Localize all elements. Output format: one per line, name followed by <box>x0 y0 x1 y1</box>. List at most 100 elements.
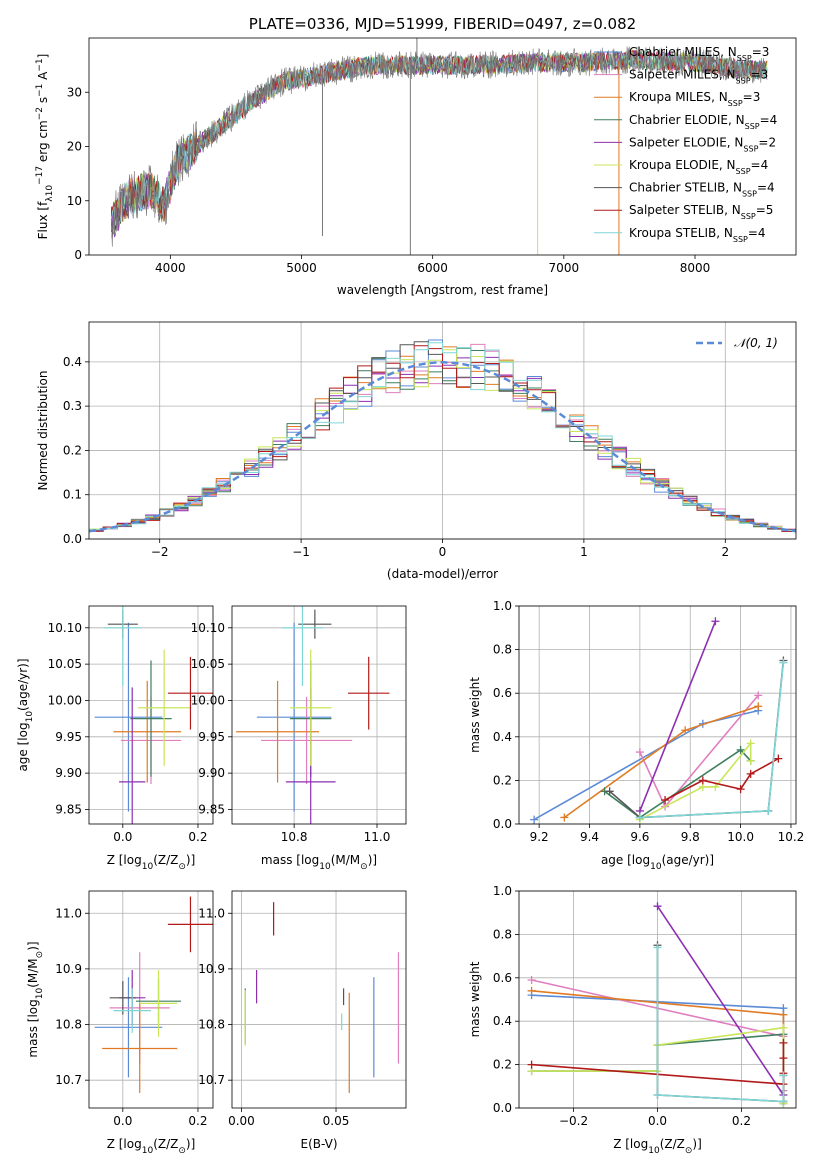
histograms <box>89 339 796 534</box>
legend-nssp-sub: SSP <box>736 76 751 85</box>
x-tick-label: 9.8 <box>681 830 700 844</box>
y-tick-label: 0.6 <box>493 686 512 700</box>
weight-marker <box>635 813 644 822</box>
weight-marker <box>779 1010 788 1019</box>
legend-entry: Kroupa STELIB, NSSP=4 <box>629 226 766 244</box>
y-tick-label: 0.8 <box>493 643 512 657</box>
y-axis-label: mass weight <box>468 677 482 753</box>
legend-nssp-prefix: , N <box>724 203 741 217</box>
legend-nssp-prefix: , N <box>728 113 745 127</box>
axis-label-part: −1 <box>35 84 45 97</box>
y-tick-label: 1.0 <box>493 884 512 898</box>
legend-nssp-sub: SSP <box>733 234 748 243</box>
weight-vs-z-panel: −0.2 0.0 0.2 0.0 0.2 0.4 0.6 0.8 1.0 Z [log10(Z/Z… <box>468 884 797 1156</box>
axis-label-part: A <box>36 71 50 84</box>
weight-marker <box>698 776 707 785</box>
x-axis-label: mass [log10(M/M⊙)] <box>261 853 377 872</box>
axis-label-part: 10 <box>650 862 662 872</box>
x-tick-label: 6000 <box>417 261 448 275</box>
axis-label-part: )] <box>368 853 377 867</box>
y-tick-label: 9.95 <box>198 730 225 744</box>
x-axis-label: (data-model)/error <box>387 567 498 581</box>
weight-line <box>531 1042 785 1085</box>
mass-vs-z-panel: 0.0 0.210.710.810.911.0Z [log10(Z/Z⊙)]mas… <box>26 890 214 1156</box>
age-vs-mass-panel: 10.8 11.0 9.85 9.90 9.95 10.00 10.05 10.10 mass … <box>191 605 407 872</box>
legend-nssp-sub: SSP <box>745 121 760 130</box>
weight-marker <box>779 658 788 667</box>
y-axis-label: Normed distribution <box>36 371 50 491</box>
x-tick-label: 0.2 <box>188 830 207 844</box>
x-tick-label: 0 <box>439 545 447 559</box>
axis-label-part: Z [log <box>107 853 142 867</box>
y-tick-label: 11.0 <box>55 906 82 920</box>
weight-marker <box>746 769 755 778</box>
y-tick-label: 10.05 <box>191 657 225 671</box>
legend-name: Salpeter STELIB <box>629 203 724 217</box>
y-tick-label: 0 <box>74 248 82 262</box>
axes-frame <box>88 37 797 256</box>
x-tick-label: 11.0 <box>364 830 391 844</box>
weight-marker <box>661 796 670 805</box>
legend-entry: Chabrier STELIB, NSSP=4 <box>629 181 775 199</box>
x-axis-label: age [log10(age/yr)] <box>601 853 714 872</box>
legend-nssp-prefix: , N <box>727 135 744 149</box>
legend-nssp-value: 4 <box>770 113 778 127</box>
y-tick-label: 10.00 <box>191 693 225 707</box>
axis-label-part: mass [log <box>26 999 40 1057</box>
y-tick-label: 0.4 <box>493 730 512 744</box>
axes-frame <box>88 605 214 825</box>
legend-entry: Chabrier ELODIE, NSSP=4 <box>629 113 777 131</box>
error-bars <box>244 902 400 1093</box>
legend-nssp-eq: = <box>756 203 766 217</box>
weight-line <box>604 748 752 819</box>
axis-label-part: )] <box>26 941 40 950</box>
weight-marker <box>779 1038 788 1047</box>
weight-marker <box>653 902 662 911</box>
x-tick-label: 9.2 <box>530 830 549 844</box>
y-tick-label: 0.2 <box>493 773 512 787</box>
legend-entry: Salpeter ELODIE, NSSP=2 <box>629 135 776 153</box>
axis-label-part: ⊙ <box>178 1146 186 1156</box>
y-tick-label: 0.8 <box>493 927 512 941</box>
y-tick-label: 10.10 <box>48 621 82 635</box>
x-axis-label: E(B-V) <box>300 1137 337 1151</box>
axis-label-part: )] <box>692 1137 701 1151</box>
axis-label-part: (M/M <box>331 853 360 867</box>
axes-frame <box>88 890 214 1109</box>
weight-marker <box>711 617 720 626</box>
legend-nssp-eq: = <box>760 113 770 127</box>
weight-marker <box>653 1090 662 1099</box>
weight-line <box>656 945 785 1103</box>
x-axis-label: wavelength [Angstrom, rest frame] <box>337 283 548 297</box>
x-tick-label: 0.0 <box>113 830 132 844</box>
y-tick-label: 0.0 <box>63 532 82 546</box>
legend-nssp-eq: = <box>752 45 762 59</box>
y-axis-label: Flux [fλ10−17 erg cm−2 s−1 A−1] <box>35 54 55 240</box>
weight-marker <box>653 943 662 952</box>
x-tick-label: 10.0 <box>727 830 754 844</box>
y-tick-label: 0.2 <box>63 443 82 457</box>
x-axis-label: Z [log10(Z/Z⊙)] <box>107 1137 196 1156</box>
y-tick-label: 9.90 <box>198 766 225 780</box>
axis-label-part: Flux [f <box>36 201 50 239</box>
axis-label-part: 10 <box>25 711 35 723</box>
x-tick-label: −2 <box>151 545 169 559</box>
histogram-step <box>89 342 796 534</box>
weight-marker <box>779 1054 788 1063</box>
axis-label-part: (Z/Z <box>153 853 178 867</box>
legend-nssp-eq: = <box>758 135 768 149</box>
y-tick-label: 10 <box>67 194 82 208</box>
x-tick-label: 4000 <box>155 261 186 275</box>
y-tick-label: 0.3 <box>63 399 82 413</box>
axes-frame <box>231 890 407 1109</box>
axis-label-part: s <box>36 97 50 107</box>
x-tick-label: −1 <box>292 545 310 559</box>
legend-entry: Chabrier MILES, NSSP=3 <box>629 45 769 63</box>
legend-name: Salpeter MILES <box>629 68 719 82</box>
legend-nssp-sub: SSP <box>743 144 758 153</box>
axis-label-part: erg cm <box>36 120 50 166</box>
weight-marker <box>605 787 614 796</box>
model-spectrum-salpeter-stelib <box>110 49 768 229</box>
